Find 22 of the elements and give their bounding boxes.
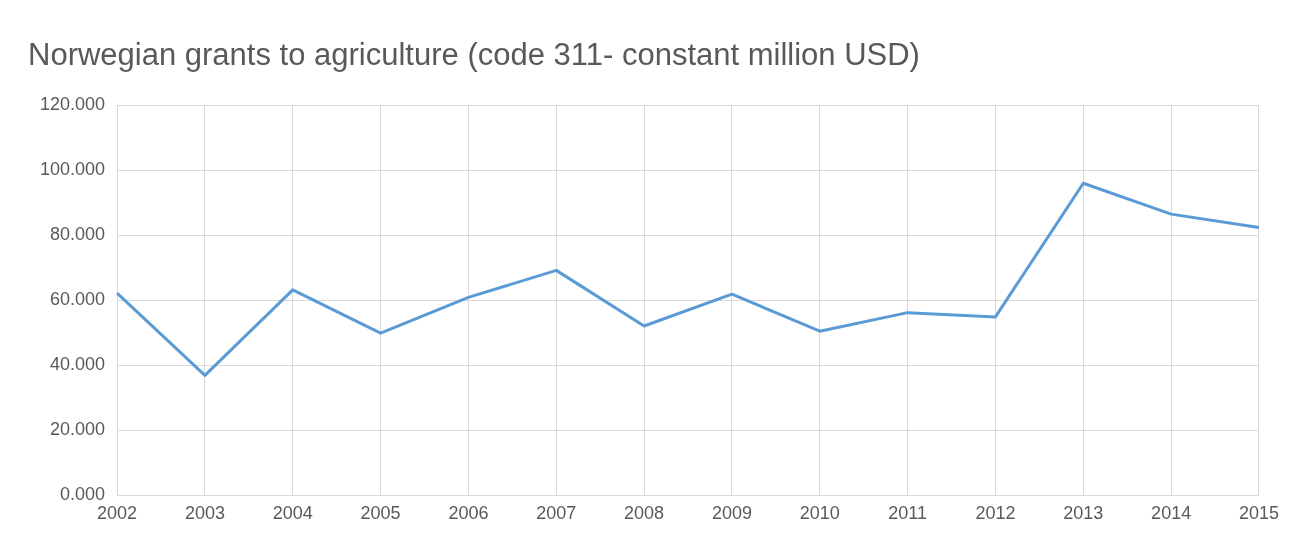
x-tick-label: 2007 [536, 503, 577, 524]
y-tick-label: 120.000 [39, 94, 106, 115]
chart-title: Norwegian grants to agriculture (code 311- constant million USD) [28, 37, 920, 73]
x-tick-label: 2008 [624, 503, 665, 524]
x-tick-label: 2005 [360, 503, 401, 524]
y-tick-label: 0.000 [60, 484, 106, 505]
y-tick-label: 40.000 [50, 354, 106, 375]
y-tick-label: 100.000 [39, 159, 106, 180]
x-tick-label: 2006 [448, 503, 489, 524]
x-tick-label: 2004 [272, 503, 313, 524]
x-tick-label: 2014 [1151, 503, 1192, 524]
x-tick-label: 2010 [799, 503, 840, 524]
x-tick-label: 2011 [888, 503, 927, 524]
y-tick-label: 20.000 [50, 419, 106, 440]
x-tick-label: 2002 [97, 503, 138, 524]
x-tick-label: 2013 [1063, 503, 1104, 524]
x-tick-label: 2009 [711, 503, 752, 524]
y-tick-label: 60.000 [50, 289, 106, 310]
x-tick-label: 2012 [975, 503, 1016, 524]
y-tick-label: 80.000 [50, 224, 106, 245]
x-tick-label: 2015 [1238, 503, 1279, 524]
x-tick-label: 2003 [184, 503, 225, 524]
